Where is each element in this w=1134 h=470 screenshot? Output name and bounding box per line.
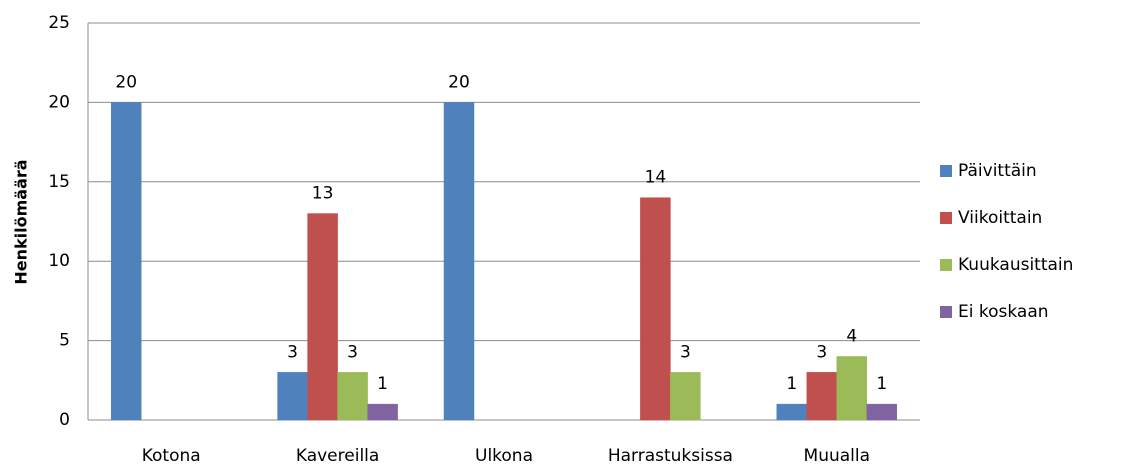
x-tick-label: Kavereilla bbox=[296, 446, 379, 466]
x-tick-label: Muualla bbox=[804, 446, 871, 466]
data-label: 1 bbox=[876, 374, 887, 394]
data-label: 4 bbox=[846, 326, 857, 346]
bar bbox=[277, 372, 308, 421]
legend-label: Ei koskaan bbox=[958, 302, 1049, 322]
y-tick-label: 25 bbox=[48, 13, 70, 33]
bar bbox=[836, 356, 868, 421]
data-label: 3 bbox=[347, 342, 358, 362]
bar bbox=[443, 102, 475, 421]
bar bbox=[337, 372, 368, 421]
y-tick-label: 20 bbox=[48, 92, 70, 112]
data-label: 3 bbox=[287, 342, 298, 362]
data-label: 20 bbox=[448, 72, 470, 92]
legend-label: Viikoittain bbox=[958, 208, 1042, 228]
legend-swatch bbox=[940, 165, 952, 177]
x-tick-label: Kotona bbox=[142, 446, 201, 466]
y-tick-label: 10 bbox=[48, 251, 70, 271]
y-tick-label: 15 bbox=[48, 172, 70, 192]
bar bbox=[806, 372, 838, 421]
bar bbox=[367, 403, 398, 421]
legend-label: Kuukausittain bbox=[958, 255, 1073, 275]
data-label: 20 bbox=[115, 72, 137, 92]
legend-swatch bbox=[940, 212, 952, 224]
bar bbox=[307, 213, 338, 421]
bar bbox=[866, 403, 898, 421]
bar bbox=[110, 102, 142, 421]
x-tick-label: Harrastuksissa bbox=[608, 446, 733, 466]
data-label: 1 bbox=[377, 374, 388, 394]
y-tick-label: 5 bbox=[59, 331, 70, 351]
bar bbox=[670, 372, 701, 421]
data-label: 14 bbox=[645, 168, 667, 188]
data-label: 1 bbox=[786, 374, 797, 394]
data-label: 3 bbox=[816, 342, 827, 362]
legend-label: Päivittäin bbox=[958, 161, 1037, 181]
data-label: 3 bbox=[680, 342, 691, 362]
y-axis-label: Henkilömäärä bbox=[12, 159, 31, 284]
x-tick-label: Ulkona bbox=[475, 446, 533, 466]
legend-swatch bbox=[940, 259, 952, 271]
legend-swatch bbox=[940, 306, 952, 318]
bar bbox=[776, 403, 808, 421]
y-tick-label: 0 bbox=[59, 410, 70, 430]
data-label: 13 bbox=[312, 184, 334, 204]
bar bbox=[640, 197, 671, 421]
